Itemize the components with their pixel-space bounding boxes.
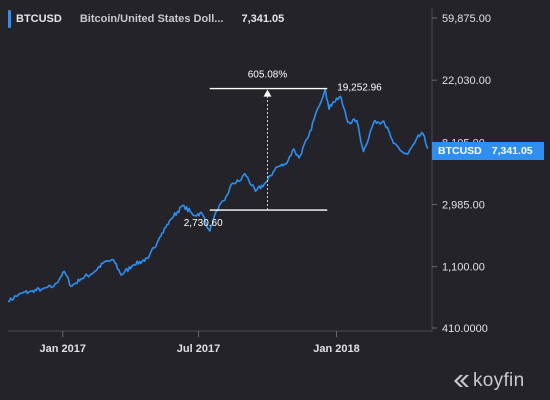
measure-arrow-icon — [263, 89, 272, 97]
price-tag-value: 7,341.05 — [491, 145, 533, 157]
low-value-label: 2,730.60 — [184, 218, 223, 229]
y-tick-label: 410.0000 — [442, 323, 488, 335]
y-tick-label: 2,985.00 — [442, 200, 485, 212]
legend-value: 7,341.05 — [241, 13, 285, 25]
koyfin-mark-icon — [454, 375, 469, 387]
high-value-label: 19,252.96 — [337, 83, 382, 94]
brand-name: koyfin — [473, 370, 525, 391]
legend-name: Bitcoin/United States Doll... — [79, 13, 224, 25]
legend: BTCUSD Bitcoin/United States Doll... 7,3… — [8, 9, 284, 29]
x-tick-label: Jan 2017 — [40, 343, 86, 355]
legend-color-swatch — [8, 10, 11, 28]
series-layer — [7, 87, 429, 303]
series-line — [7, 87, 429, 303]
price-tag-symbol: BTCUSD — [438, 145, 482, 157]
y-tick-label: 1,100.00 — [442, 262, 485, 274]
axes: 59,875.0022,030.008,105.002,985.001,100.… — [8, 8, 491, 355]
measure-annotation: 2,730.60 19,252.96 605.08% — [184, 70, 382, 229]
y-tick-label: 59,875.00 — [442, 13, 491, 25]
koyfin-logo: koyfin — [452, 370, 524, 392]
y-tick-label: 22,030.00 — [442, 75, 491, 87]
legend-symbol: BTCUSD — [16, 13, 62, 25]
percent-change-label: 605.08% — [248, 70, 288, 81]
x-tick-label: Jul 2017 — [177, 343, 220, 355]
x-tick-label: Jan 2018 — [313, 343, 359, 355]
last-price-tag: BTCUSD 7,341.05 — [432, 142, 544, 160]
